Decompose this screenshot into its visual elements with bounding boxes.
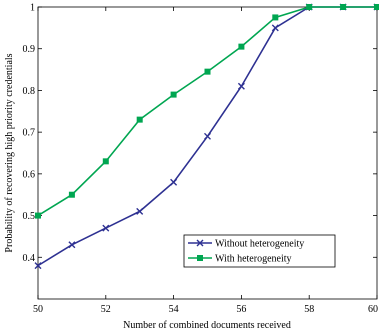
- legend-marker-without-heterogeneity: [196, 239, 204, 247]
- x-tick-label: 54: [169, 304, 179, 315]
- data-point-with-heterogeneity: [306, 4, 313, 10]
- legend-label-without-heterogeneity: Without heterogeneity: [215, 239, 304, 250]
- data-point-without-heterogeneity: [271, 24, 279, 32]
- x-tick-label: 58: [304, 304, 314, 315]
- y-tick-label: 0.7: [23, 128, 36, 139]
- data-point-with-heterogeneity: [272, 14, 279, 21]
- y-tick-label: 0.5: [23, 211, 36, 222]
- data-point-without-heterogeneity: [237, 82, 245, 90]
- y-axis-title: Probability of recovering high priority …: [4, 53, 15, 252]
- data-point-with-heterogeneity: [238, 43, 245, 50]
- data-point-with-heterogeneity: [170, 91, 177, 98]
- x-tick-label: 52: [101, 304, 111, 315]
- legend: Without heterogeneity With heterogeneity: [183, 234, 336, 268]
- x-axis-label: Number of combined documents received: [123, 320, 291, 331]
- y-tick-label: 0.4: [23, 253, 36, 264]
- data-point-without-heterogeneity: [102, 224, 110, 232]
- x-tick-label: 56: [236, 304, 246, 315]
- legend-label-with-heterogeneity: With heterogeneity: [215, 254, 292, 265]
- data-point-with-heterogeneity: [340, 4, 347, 10]
- data-point-with-heterogeneity: [35, 212, 41, 219]
- y-tick-label: 0.8: [23, 86, 36, 97]
- data-point-with-heterogeneity: [68, 191, 75, 198]
- legend-marker-with-heterogeneity: [197, 255, 203, 261]
- data-point-without-heterogeneity: [34, 262, 42, 270]
- y-tick-label: 1: [30, 3, 35, 14]
- y-tick-label: 0.9: [23, 44, 36, 55]
- x-tick-label: 60: [368, 304, 378, 315]
- data-point-without-heterogeneity: [170, 178, 178, 186]
- series-with-heterogeneity: [35, 4, 379, 219]
- data-point-without-heterogeneity: [204, 132, 211, 140]
- data-point-with-heterogeneity: [136, 116, 143, 123]
- data-point-without-heterogeneity: [68, 241, 76, 249]
- axis-ticks: 50 52 54 56 58 60 0.4 0.5 0.6 0.7 0.8 0.9 1: [23, 3, 379, 316]
- y-axis-label: Probability of recovering high priority …: [4, 53, 15, 252]
- data-point-with-heterogeneity: [374, 4, 379, 10]
- series-layer: [34, 3, 379, 270]
- data-point-with-heterogeneity: [102, 158, 109, 165]
- legend-box: [183, 234, 336, 268]
- data-point-with-heterogeneity: [204, 68, 211, 75]
- x-axis-title: Number of combined documents received: [123, 320, 291, 331]
- data-point-without-heterogeneity: [136, 207, 144, 215]
- x-tick-label: 50: [33, 304, 43, 315]
- y-tick-label: 0.6: [23, 169, 36, 180]
